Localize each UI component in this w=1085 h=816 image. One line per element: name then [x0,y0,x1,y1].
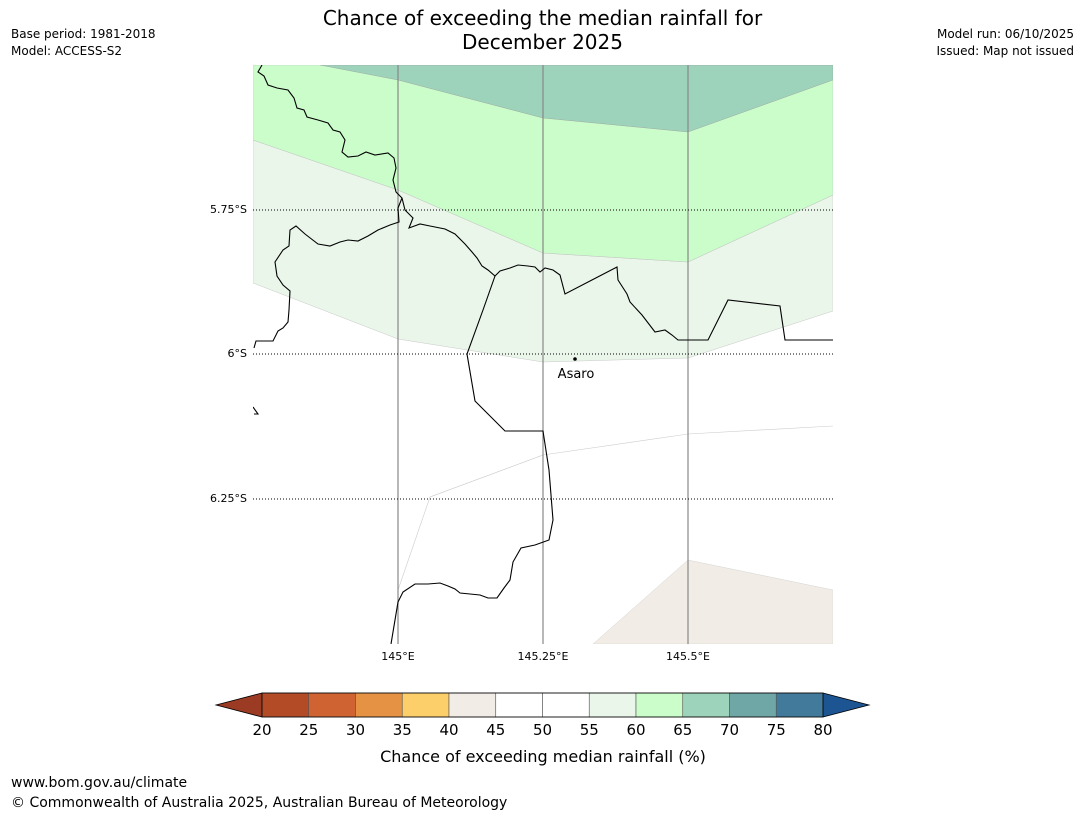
boundary-west [253,197,403,349]
model-run-text: Model run: 06/10/2025 [936,27,1074,41]
model-text: Model: ACCESS-S2 [11,44,123,58]
lat-label-6s: 6°S [228,347,247,360]
base-period-text: Base period: 1981-2018 [11,27,156,41]
colorbar-swatch [495,692,543,718]
colorbar-tick-label: 25 [299,721,318,739]
colorbar-tick-label: 55 [580,721,599,739]
colorbar-frame [261,692,824,718]
boundary-fragment [253,406,260,415]
colorbar-swatch [355,692,403,718]
colorbar: 20 25 30 35 40 45 50 55 60 65 70 75 80 [214,692,871,739]
footer-copyright: © Commonwealth of Australia 2025, Austra… [11,795,508,811]
colorbar-label: Chance of exceeding median rainfall (%) [380,747,706,766]
colorbar-tick-label: 30 [346,721,365,739]
asaro-label: Asaro [558,367,595,382]
lat-label-5-75s: 5.75°S [210,203,247,216]
colorbar-tick-label: 50 [533,721,552,739]
meta-right: Model run: 06/10/2025 Issued: Map not is… [936,26,1074,60]
colorbar-tick-label: 60 [626,721,645,739]
meta-left: Base period: 1981-2018 Model: ACCESS-S2 [11,26,156,60]
colorbar-swatch [542,692,590,718]
lon-label-145-25e: 145.25°E [518,650,569,663]
colorbar-swatch [635,692,684,718]
colorbar-tick-label: 70 [720,721,739,739]
zone-40-45 [592,559,833,644]
colorbar-swatch [261,692,310,718]
colorbar-swatch [308,692,356,718]
map-panel: Asaro [253,65,833,644]
colorbar-under-arrow [214,692,263,718]
colorbar-tick-label: 20 [252,721,271,739]
lon-label-145-5e: 145.5°E [666,650,710,663]
boundary-north [257,65,833,341]
footer-url: www.bom.gov.au/climate [11,775,188,791]
title-line-2: December 2025 [462,30,623,54]
colorbar-swatch [401,692,450,718]
colorbar-swatch [588,692,637,718]
title-line-1: Chance of exceeding the median rainfall … [322,6,763,30]
asaro-marker [573,357,577,361]
map-title: Chance of exceeding the median rainfall … [0,6,1085,54]
colorbar-tick-label: 75 [767,721,786,739]
colorbar-tick-label: 65 [673,721,692,739]
colorbar-tick-label: 35 [393,721,412,739]
colorbar-tick-label: 45 [486,721,505,739]
colorbar-swatch [682,692,730,718]
lat-label-6-25s: 6.25°S [210,492,247,505]
contour-line-2 [429,454,544,498]
issued-text: Issued: Map not issued [936,44,1074,58]
lon-label-145e: 145°E [381,650,414,663]
colorbar-tick-label: 80 [813,721,832,739]
colorbar-swatch [775,692,824,718]
colorbar-over-arrow [822,692,871,718]
boundary-south [390,275,554,644]
colorbar-tick-label: 40 [439,721,458,739]
colorbar-swatch [448,692,497,718]
colorbar-swatch [729,692,777,718]
